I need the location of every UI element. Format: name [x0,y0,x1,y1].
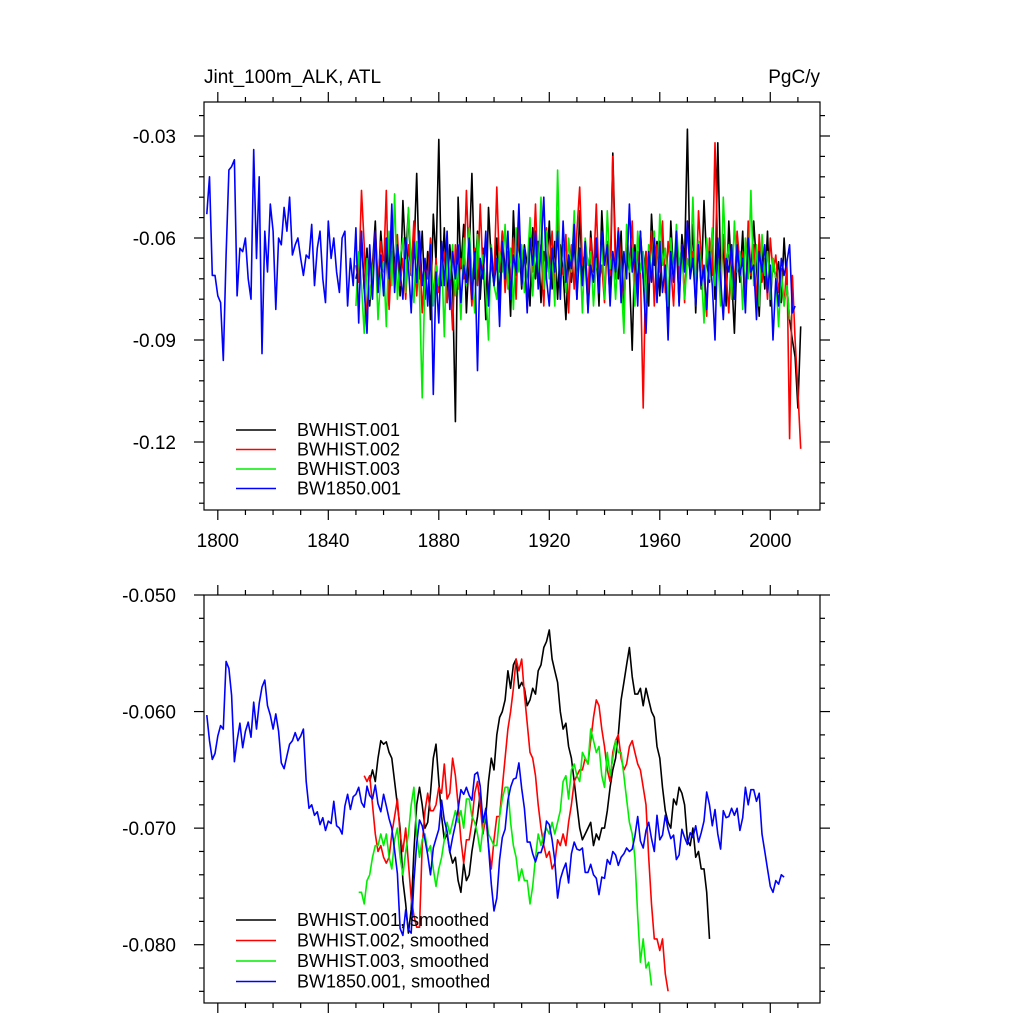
series-line-bwhist-003-smoothed [358,728,653,986]
y-tick-label: -0.06 [133,229,176,250]
legend-label: BWHIST.002, smoothed [297,931,489,951]
top-panel-title: Jint_100m_ALK, ATL [204,67,381,88]
y-tick-label: -0.12 [133,433,176,454]
bottom-axes: -0.080 -0.070 -0.060 -0.050 [122,585,830,1013]
bottom-panel: -0.080 -0.070 -0.060 -0.050 BWHIST.001, smo… [122,585,830,1013]
legend-label: BWHIST.001, smoothed [297,910,489,930]
x-tick-label: 1840 [307,531,349,552]
legend-label: BW1850.001, smoothed [297,972,490,992]
series-line-bwhist-001 [355,128,802,423]
x-tick-label: 2000 [749,531,791,552]
series-line-bwhist-002-smoothed [363,658,669,992]
plot-frame [203,594,821,1004]
bottom-series-lines [206,629,785,992]
plot-frame [203,101,821,511]
x-tick-label: 1880 [418,531,460,552]
x-tick-label: 1800 [197,531,239,552]
y-tick-label: -0.070 [122,819,176,840]
legend-label: BWHIST.002 [297,440,400,460]
top-panel-units: PgC/y [768,67,820,88]
y-tick-label: -0.050 [122,586,176,607]
legend-label: BWHIST.003 [297,459,400,479]
top-series-lines [206,128,802,449]
top-panel: Jint_100m_ALK, ATL PgC/y 1800 1840 1880 192… [133,67,830,552]
y-tick-label: -0.080 [122,936,176,957]
y-tick-label: -0.060 [122,703,176,724]
x-tick-label: 1920 [528,531,570,552]
x-tick-label: 1960 [639,531,681,552]
series-line-bw1850-001-smoothed [206,660,785,937]
legend-label: BW1850.001 [297,479,401,499]
legend-label: BWHIST.003, smoothed [297,951,489,971]
series-line-bwhist-001-smoothed [368,629,711,939]
top-axes: 1800 1840 1880 1920 1960 2000 -0.12 -0.09 -0.06 -… [133,92,830,552]
y-tick-label: -0.03 [133,127,176,148]
legend-label: BWHIST.001 [297,420,400,440]
series-line-bw1850-001 [206,148,796,396]
y-tick-label: -0.09 [133,331,176,352]
